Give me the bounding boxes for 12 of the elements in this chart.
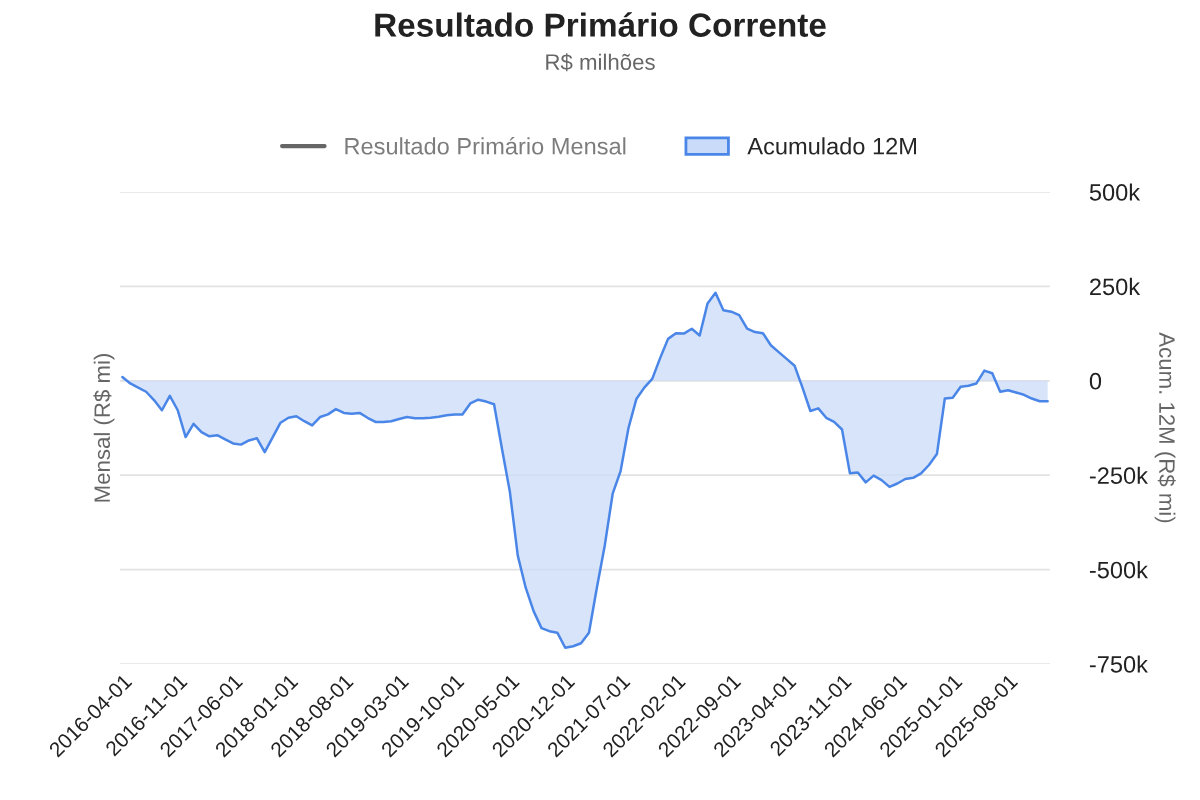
chart-title: Resultado Primário Corrente	[375, 12, 826, 37]
y2-tick-label: 500k	[1089, 183, 1141, 201]
y2-tick-label: -500k	[1089, 561, 1148, 579]
y2-tick-label: -750k	[1089, 655, 1148, 673]
y2-tick-label: 0	[1089, 372, 1102, 390]
y2-tick-label: 250k	[1090, 277, 1141, 296]
y2-axis-title: Acum. 12M (R$ mi)	[1154, 332, 1176, 523]
legend-label: Resultado Primário Mensal	[345, 136, 626, 155]
chart-subtitle: R$ milhões	[546, 53, 655, 72]
legend-label: Acumulado 12M	[747, 137, 916, 155]
y-axis-title: Mensal (R$ mi)	[93, 354, 115, 502]
y2-tick-label: -250k	[1089, 466, 1148, 484]
